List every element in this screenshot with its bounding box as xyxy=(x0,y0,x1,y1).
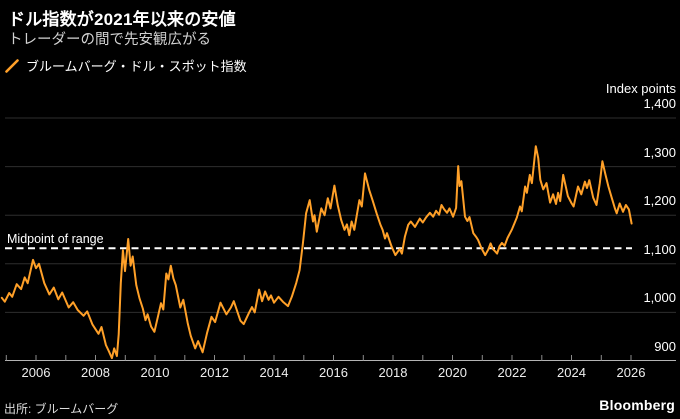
x-axis-tick-label: 2020 xyxy=(438,365,467,380)
series-swatch-icon xyxy=(5,58,19,73)
x-axis-tick-label: 2024 xyxy=(557,365,586,380)
y-axis-tick-label: 1,300 xyxy=(643,144,676,160)
legend-series-label: ブルームバーグ・ドル・スポット指数 xyxy=(26,59,247,74)
x-axis-tick-label: 2018 xyxy=(378,365,408,380)
x-axis-tick-label: 2012 xyxy=(200,365,229,380)
reference-line-label: Midpoint of range xyxy=(7,232,104,246)
y-axis-tick-label: 900 xyxy=(654,339,676,354)
y-axis-tick-label: 1,400 xyxy=(643,96,676,111)
x-axis-tick-label: 2008 xyxy=(81,365,110,380)
source-note: 出所: ブルームバーグ xyxy=(4,402,119,416)
y-axis-tick-label: 1,100 xyxy=(643,241,676,257)
x-axis-tick-label: 2014 xyxy=(259,365,289,380)
page-subtitle: トレーダーの間で先安観広がる xyxy=(8,32,211,48)
bloomberg-logo: Bloomberg xyxy=(599,397,675,413)
dollar-index-line xyxy=(0,145,633,360)
legend: ブルームバーグ・ドル・スポット指数 xyxy=(5,56,247,75)
y-axis-tick-label: 1,200 xyxy=(643,193,676,209)
y-axis-unit-label: Index points xyxy=(605,81,676,96)
x-axis-tick-label: 2016 xyxy=(319,365,348,380)
x-axis-tick-label: 2026 xyxy=(616,365,646,380)
x-axis-tick-label: 2022 xyxy=(497,365,527,380)
x-axis-tick-label: 2010 xyxy=(140,365,170,380)
x-axis-tick-label: 2006 xyxy=(21,365,51,380)
page-title: ドル指数が2021年以来の安値 xyxy=(8,10,236,29)
y-axis-tick-label: 1,000 xyxy=(643,290,676,306)
